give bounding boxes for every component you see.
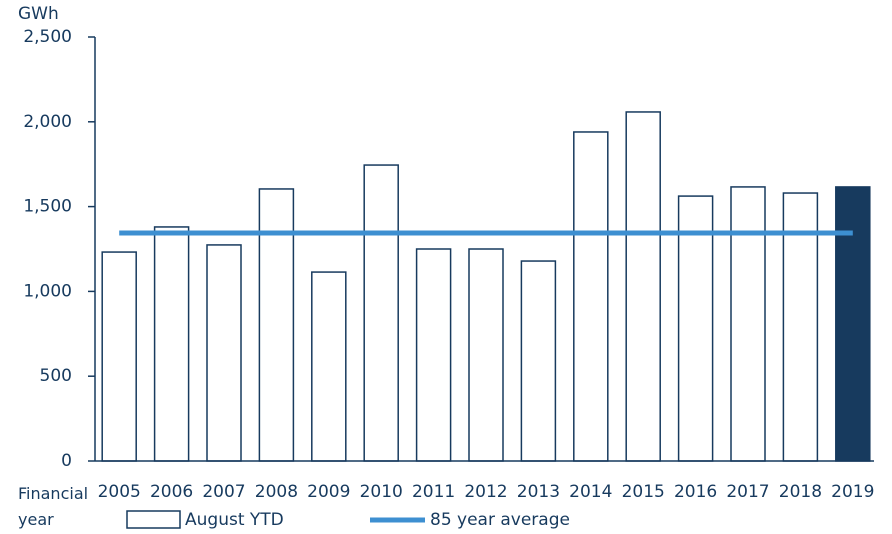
legend-label: August YTD (185, 510, 284, 530)
bar (206, 244, 242, 462)
x-tick-label: 2008 (255, 482, 298, 502)
bar (415, 248, 452, 462)
x-tick-label: 2016 (674, 482, 717, 502)
bar (101, 251, 137, 462)
y-tick-label: 2,000 (23, 112, 72, 132)
x-tick-label: 2012 (464, 482, 507, 502)
y-axis-label: GWh (18, 4, 59, 24)
y-tick-label: 1,000 (23, 281, 72, 301)
bar (153, 226, 190, 462)
x-tick-label: 2005 (98, 482, 141, 502)
legend-swatch (126, 510, 181, 529)
x-tick-label: 2006 (150, 482, 193, 502)
x-axis-label: Financial year (18, 484, 89, 529)
bar (468, 248, 504, 462)
y-tick-label: 1,500 (23, 197, 72, 217)
y-tick-label: 2,500 (23, 27, 72, 47)
x-tick-label: 2010 (360, 482, 403, 502)
bar (311, 271, 347, 462)
x-tick-label: 2014 (569, 482, 612, 502)
bar (258, 188, 295, 462)
x-tick-label: 2013 (517, 482, 560, 502)
legend-label: 85 year average (430, 510, 570, 530)
bar (730, 186, 766, 462)
bar (835, 186, 871, 462)
x-tick-label: 2017 (726, 482, 769, 502)
x-tick-label: 2009 (307, 482, 350, 502)
bar (363, 164, 399, 462)
bar (625, 111, 661, 462)
x-tick-label: 2018 (779, 482, 822, 502)
y-tick-label: 500 (40, 366, 72, 386)
x-tick-label: 2019 (831, 482, 874, 502)
y-tick-label: 0 (61, 451, 72, 471)
bar (677, 195, 714, 462)
bar (573, 131, 609, 462)
x-tick-label: 2011 (412, 482, 455, 502)
x-tick-label: 2015 (622, 482, 665, 502)
bar (520, 260, 557, 462)
x-tick-label: 2007 (202, 482, 245, 502)
